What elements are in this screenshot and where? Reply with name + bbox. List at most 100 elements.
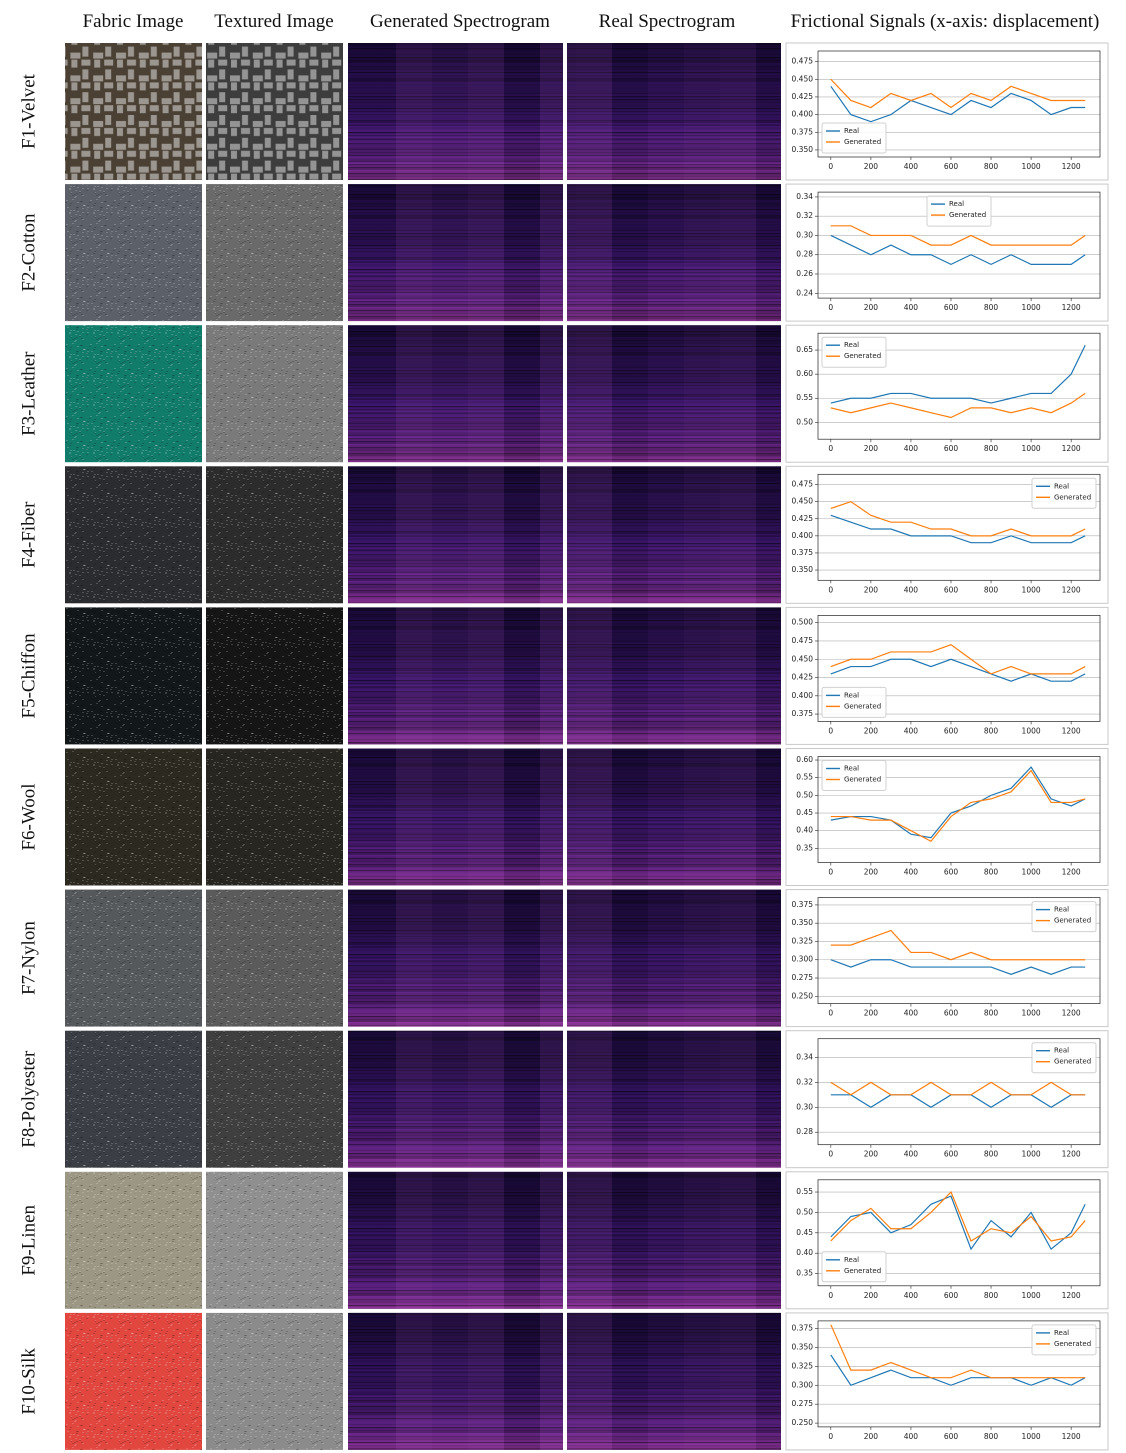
textured-texture [206, 466, 343, 604]
textured-texture [206, 1312, 343, 1450]
textured-texture [206, 184, 343, 322]
x-tick-label: 1200 [1062, 1150, 1081, 1159]
row-label: F8-Polyester [18, 1050, 39, 1148]
x-tick-label: 600 [944, 868, 959, 877]
x-tick-label: 800 [984, 1009, 999, 1018]
x-tick-label: 0 [828, 303, 833, 312]
y-tick-label: 0.350 [792, 145, 814, 154]
y-tick-label: 0.35 [796, 843, 813, 852]
x-tick-label: 400 [904, 1432, 919, 1441]
row-label: F6-Wool [18, 783, 39, 850]
x-tick-label: 200 [864, 444, 879, 453]
x-tick-label: 1000 [1022, 444, 1041, 453]
y-tick-label: 0.450 [792, 74, 814, 83]
x-tick-label: 1200 [1062, 162, 1081, 171]
y-tick-label: 0.375 [792, 1323, 814, 1332]
plot-frame [817, 1038, 1101, 1146]
y-tick-label: 0.55 [796, 393, 813, 402]
generated-spectrogram-bands [348, 607, 563, 745]
y-tick-label: 0.475 [792, 636, 814, 645]
legend-label: Real [1054, 1329, 1069, 1337]
signal-line [830, 1324, 1086, 1379]
signal-line [830, 658, 1086, 682]
y-tick-label: 0.28 [796, 250, 813, 259]
legend-label: Real [844, 1256, 859, 1264]
fabric-texture [65, 43, 202, 180]
y-tick-label: 0.40 [796, 826, 813, 835]
x-tick-label: 400 [904, 162, 919, 171]
x-tick-label: 1000 [1022, 868, 1041, 877]
signal-line [830, 769, 1086, 843]
x-tick-label: 1200 [1062, 303, 1081, 312]
plot-frame [817, 897, 1101, 1004]
x-tick-label: 0 [828, 1291, 833, 1300]
legend-label: Generated [844, 702, 881, 710]
x-tick-label: 200 [864, 868, 879, 877]
x-tick-label: 800 [984, 162, 999, 171]
x-tick-label: 400 [904, 585, 919, 594]
x-tick-label: 1000 [1022, 162, 1041, 171]
y-tick-label: 0.32 [796, 211, 813, 220]
legend-label: Generated [1054, 1058, 1091, 1066]
x-tick-label: 1000 [1022, 726, 1041, 735]
x-tick-label: 800 [984, 1150, 999, 1159]
row-label: F5-Chiffon [18, 633, 39, 719]
x-tick-label: 400 [904, 1291, 919, 1300]
real-spectrogram-bands [567, 466, 781, 604]
y-tick-label: 0.325 [792, 936, 814, 945]
x-tick-label: 1200 [1062, 1432, 1081, 1441]
real-spectrogram-bands [567, 43, 781, 180]
plot-frame [817, 473, 1101, 581]
fabric-texture [65, 1312, 202, 1450]
y-tick-label: 0.250 [792, 991, 814, 1000]
y-tick-label: 0.250 [792, 1418, 814, 1427]
y-tick-label: 0.32 [796, 1077, 813, 1086]
fabric-texture [65, 184, 202, 322]
y-tick-label: 0.425 [792, 514, 814, 523]
y-tick-label: 0.375 [792, 709, 814, 718]
y-tick-label: 0.50 [796, 790, 813, 799]
y-tick-label: 0.26 [796, 269, 813, 278]
y-tick-label: 0.400 [792, 110, 814, 119]
x-tick-label: 600 [944, 585, 959, 594]
x-tick-label: 1200 [1062, 1291, 1081, 1300]
y-tick-label: 0.65 [796, 345, 813, 354]
y-tick-label: 0.34 [796, 1052, 813, 1061]
x-tick-label: 200 [864, 1432, 879, 1441]
plot-frame [817, 50, 1101, 158]
legend-label: Generated [949, 211, 986, 219]
real-spectrogram-bands [567, 748, 781, 886]
real-spectrogram-bands [567, 1171, 781, 1309]
fabric-texture [65, 1171, 202, 1309]
x-tick-label: 600 [944, 162, 959, 171]
x-tick-label: 600 [944, 1009, 959, 1018]
legend-label: Real [949, 200, 964, 208]
x-tick-label: 600 [944, 444, 959, 453]
legend-label: Real [844, 691, 859, 699]
column-header: Textured Image [214, 11, 333, 32]
y-tick-label: 0.425 [792, 92, 814, 101]
legend-label: Real [1054, 482, 1069, 490]
y-tick-label: 0.450 [792, 497, 814, 506]
y-tick-label: 0.400 [792, 691, 814, 700]
signal-line [830, 78, 1086, 109]
signal-line [830, 500, 1086, 537]
x-tick-label: 1000 [1022, 303, 1041, 312]
signal-line [830, 929, 1086, 961]
column-header: Frictional Signals (x-axis: displacement… [791, 11, 1100, 32]
generated-spectrogram-bands [348, 1030, 563, 1168]
real-spectrogram-bands [567, 184, 781, 322]
x-tick-label: 1000 [1022, 1432, 1041, 1441]
x-tick-label: 400 [904, 444, 919, 453]
legend-label: Generated [1054, 1340, 1091, 1348]
x-tick-label: 200 [864, 585, 879, 594]
y-tick-label: 0.325 [792, 1361, 814, 1370]
legend-label: Generated [1054, 917, 1091, 925]
x-tick-label: 0 [828, 1432, 833, 1441]
signal-line [830, 225, 1086, 246]
row-label: F10-Silk [18, 1348, 39, 1415]
y-tick-label: 0.50 [796, 1207, 813, 1216]
textured-texture [206, 43, 343, 180]
x-tick-label: 1200 [1062, 868, 1081, 877]
